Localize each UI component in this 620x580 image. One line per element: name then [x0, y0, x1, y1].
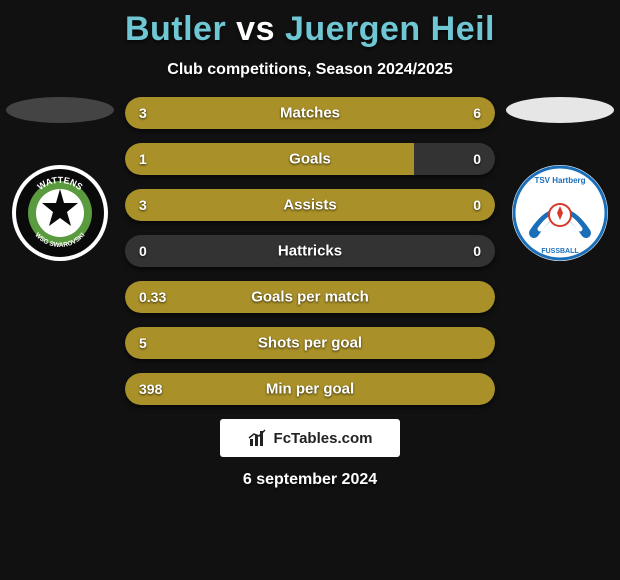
stat-value-left: 3	[139, 105, 147, 121]
subtitle: Club competitions, Season 2024/2025	[0, 61, 620, 79]
stat-label: Goals	[289, 151, 331, 168]
team-left-column: WATTENS WSG SWAROVSKI	[0, 97, 120, 263]
stat-bar: 398 Min per goal	[125, 373, 495, 405]
stat-bar: 3 6 Matches	[125, 97, 495, 129]
chart-icon	[248, 428, 268, 448]
stat-bar: 5 Shots per goal	[125, 327, 495, 359]
date-text: 6 september 2024	[0, 471, 620, 489]
svg-text:TSV Hartberg: TSV Hartberg	[534, 176, 585, 185]
branding-text: FcTables.com	[274, 430, 373, 447]
stat-bars: 3 6 Matches 1 0 Goals 3 0 Assists 0 0 Hattricks 0.33…	[125, 97, 495, 405]
stat-bar: 0 0 Hattricks	[125, 235, 495, 267]
team-right-column: TSV Hartberg FUSSBALL	[500, 97, 620, 263]
stat-bar: 1 0 Goals	[125, 143, 495, 175]
branding-badge: FcTables.com	[220, 419, 400, 457]
country-flag-left	[6, 97, 114, 123]
stat-label: Assists	[283, 197, 336, 214]
stat-value-left: 0.33	[139, 289, 166, 305]
stat-label: Matches	[280, 105, 340, 122]
team-right-logo: TSV Hartberg FUSSBALL	[510, 163, 610, 263]
stat-value-left: 0	[139, 243, 147, 259]
stat-value-right: 0	[473, 151, 481, 167]
stat-value-right: 0	[473, 197, 481, 213]
stat-value-left: 1	[139, 151, 147, 167]
country-flag-right	[506, 97, 614, 123]
team-left-logo: WATTENS WSG SWAROVSKI	[10, 163, 110, 263]
player2-name: Juergen Heil	[285, 10, 495, 48]
stat-bar: 3 0 Assists	[125, 189, 495, 221]
vs-text: vs	[236, 10, 275, 48]
svg-text:FUSSBALL: FUSSBALL	[541, 248, 579, 255]
stat-bar: 0.33 Goals per match	[125, 281, 495, 313]
bar-fill-left	[125, 143, 414, 175]
stat-label: Shots per goal	[258, 335, 362, 352]
player1-name: Butler	[125, 10, 226, 48]
stat-value-left: 398	[139, 381, 162, 397]
comparison-stage: WATTENS WSG SWAROVSKI TSV Hartberg FUSSB…	[0, 97, 620, 405]
stat-label: Min per goal	[266, 381, 354, 398]
stat-label: Goals per match	[251, 289, 369, 306]
stat-value-right: 6	[473, 105, 481, 121]
stat-label: Hattricks	[278, 243, 342, 260]
stat-value-left: 3	[139, 197, 147, 213]
stat-value-left: 5	[139, 335, 147, 351]
stat-value-right: 0	[473, 243, 481, 259]
page-title: Butler vs Juergen Heil	[0, 0, 620, 49]
